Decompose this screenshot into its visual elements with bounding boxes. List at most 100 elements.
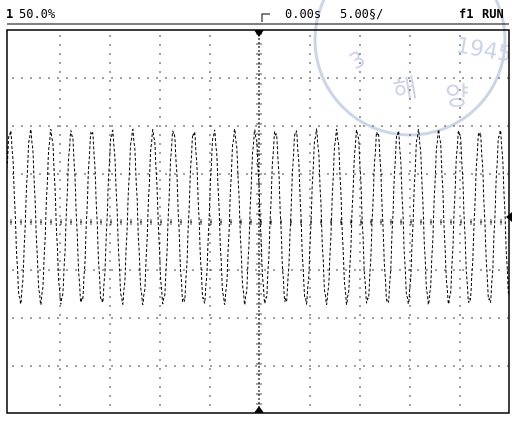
graticule-dot bbox=[359, 332, 361, 334]
graticule-dot bbox=[381, 269, 383, 271]
graticule-dot bbox=[264, 317, 266, 319]
graticule-dot bbox=[228, 77, 230, 79]
graticule-dot bbox=[282, 125, 284, 127]
graticule-dot bbox=[48, 125, 50, 127]
graticule-dot bbox=[147, 77, 149, 79]
graticule-dot bbox=[59, 188, 61, 190]
graticule-dot bbox=[219, 317, 221, 319]
graticule-dot bbox=[159, 341, 161, 343]
graticule-dot bbox=[156, 365, 158, 367]
graticule-dot bbox=[409, 233, 411, 235]
graticule-dot bbox=[209, 377, 211, 379]
graticule-dot bbox=[75, 173, 77, 175]
graticule-dot bbox=[399, 317, 401, 319]
graticule-dot bbox=[264, 365, 266, 367]
graticule-dot bbox=[409, 368, 411, 370]
graticule-dot bbox=[59, 314, 61, 316]
graticule-dot bbox=[201, 125, 203, 127]
graticule-dot bbox=[109, 152, 111, 154]
graticule-dot bbox=[354, 269, 356, 271]
graticule-dot bbox=[59, 170, 61, 172]
graticule-dot bbox=[459, 62, 461, 64]
graticule-dot bbox=[453, 125, 455, 127]
graticule-dot bbox=[409, 215, 411, 217]
graticule-dot bbox=[102, 365, 104, 367]
graticule-dot bbox=[471, 317, 473, 319]
graticule-dot bbox=[459, 341, 461, 343]
graticule-dot bbox=[309, 197, 311, 199]
graticule-dot bbox=[120, 125, 122, 127]
graticule-dot bbox=[159, 404, 161, 406]
graticule-dot bbox=[93, 269, 95, 271]
graticule-dot bbox=[59, 332, 61, 334]
graticule-dot bbox=[459, 233, 461, 235]
graticule-dot bbox=[59, 242, 61, 244]
graticule-dot bbox=[109, 341, 111, 343]
graticule-dot bbox=[282, 77, 284, 79]
graticule-dot bbox=[345, 77, 347, 79]
graticule-dot bbox=[359, 296, 361, 298]
graticule-dot bbox=[109, 98, 111, 100]
graticule-dot bbox=[156, 77, 158, 79]
graticule-dot bbox=[282, 173, 284, 175]
graticule-dot bbox=[219, 173, 221, 175]
graticule-dot bbox=[246, 269, 248, 271]
graticule-dot bbox=[372, 173, 374, 175]
graticule-dot bbox=[159, 98, 161, 100]
graticule-dot bbox=[459, 296, 461, 298]
graticule-dot bbox=[359, 233, 361, 235]
graticule-dot bbox=[59, 251, 61, 253]
graticule-dot bbox=[309, 269, 311, 271]
graticule-dot bbox=[156, 173, 158, 175]
graticule-dot bbox=[359, 71, 361, 73]
graticule-dot bbox=[138, 365, 140, 367]
graticule-dot bbox=[327, 173, 329, 175]
graticule-dot bbox=[309, 89, 311, 91]
graticule-dot bbox=[21, 173, 23, 175]
graticule-dot bbox=[359, 134, 361, 136]
graticule-dot bbox=[390, 173, 392, 175]
graticule-dot bbox=[84, 125, 86, 127]
graticule-dot bbox=[59, 260, 61, 262]
graticule-dot bbox=[359, 98, 361, 100]
graticule-dot bbox=[147, 125, 149, 127]
graticule-dot bbox=[453, 365, 455, 367]
graticule-dot bbox=[209, 89, 211, 91]
graticule-dot bbox=[409, 98, 411, 100]
graticule-dot bbox=[462, 317, 464, 319]
graticule-dot bbox=[354, 77, 356, 79]
graticule-dot bbox=[471, 125, 473, 127]
graticule-dot bbox=[159, 278, 161, 280]
graticule-dot bbox=[237, 125, 239, 127]
graticule-dot bbox=[159, 143, 161, 145]
graticule-dot bbox=[57, 365, 59, 367]
graticule-dot bbox=[359, 197, 361, 199]
graticule-dot bbox=[159, 206, 161, 208]
graticule-dot bbox=[102, 317, 104, 319]
graticule-dot bbox=[59, 71, 61, 73]
graticule-dot bbox=[309, 278, 311, 280]
graticule-dot bbox=[359, 341, 361, 343]
graticule-dot bbox=[66, 317, 68, 319]
graticule-dot bbox=[21, 365, 23, 367]
graticule-dot bbox=[120, 269, 122, 271]
graticule-dot bbox=[102, 269, 104, 271]
graticule-dot bbox=[209, 287, 211, 289]
graticule-dot bbox=[345, 269, 347, 271]
graticule-dot bbox=[21, 269, 23, 271]
graticule-dot bbox=[309, 44, 311, 46]
graticule-dot bbox=[75, 77, 77, 79]
graticule-dot bbox=[309, 173, 311, 175]
graticule-dot bbox=[359, 107, 361, 109]
graticule-dot bbox=[282, 317, 284, 319]
graticule-dot bbox=[109, 188, 111, 190]
graticule-dot bbox=[159, 296, 161, 298]
graticule-dot bbox=[417, 317, 419, 319]
graticule-dot bbox=[174, 77, 176, 79]
graticule-dot bbox=[363, 125, 365, 127]
graticule-dot bbox=[459, 35, 461, 37]
graticule-dot bbox=[30, 365, 32, 367]
waveform-line bbox=[6, 127, 510, 306]
graticule-dot bbox=[459, 224, 461, 226]
graticule-dot bbox=[300, 125, 302, 127]
